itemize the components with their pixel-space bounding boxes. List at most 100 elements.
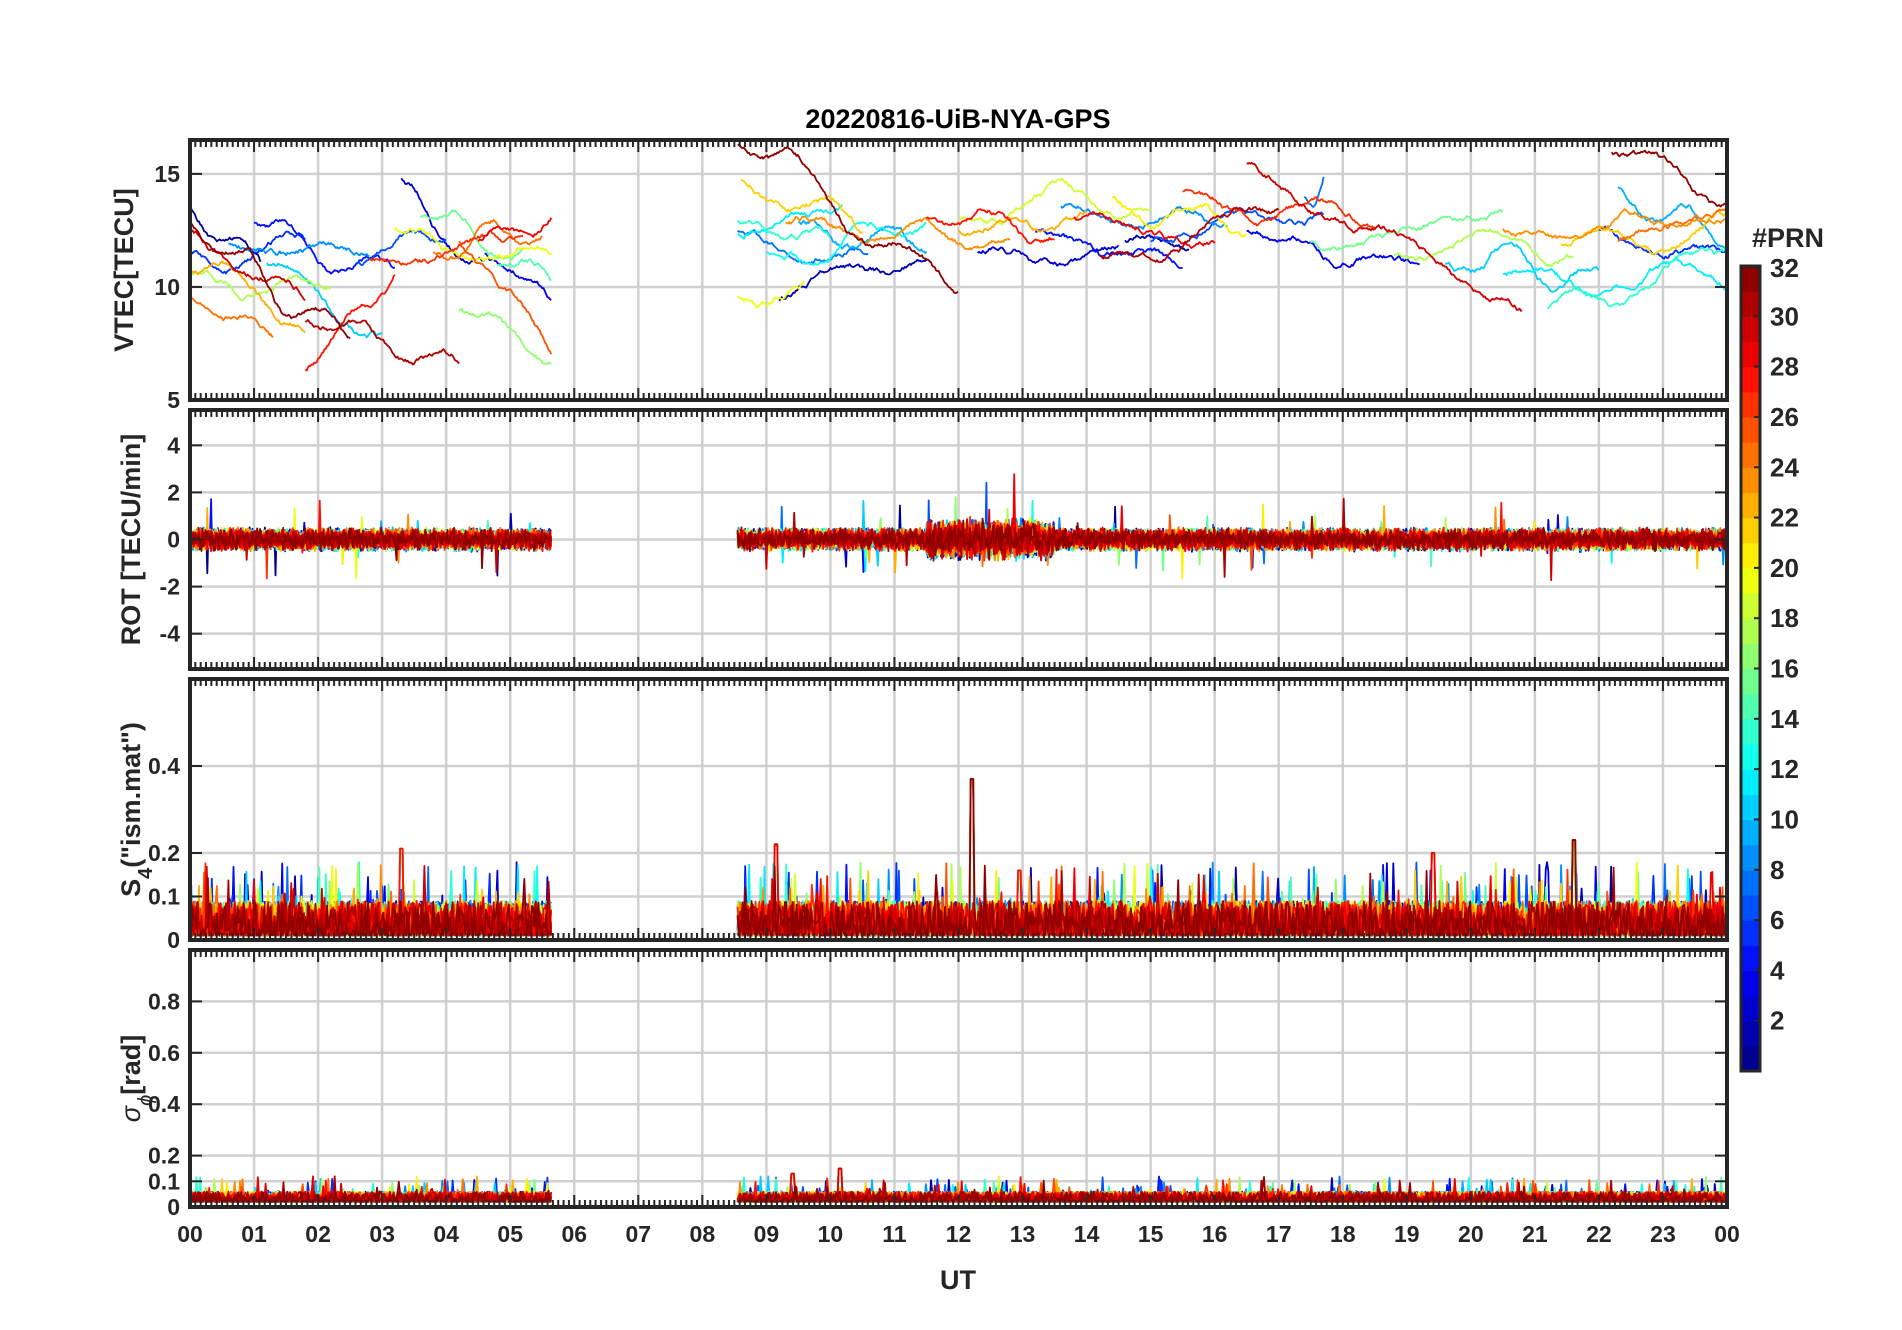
- panel-rot: -4 -2 0 2 4 ROT [TECU/min]: [116, 408, 1729, 671]
- colorbar-swatch: [1741, 844, 1760, 871]
- colorbar-swatch: [1741, 869, 1760, 896]
- colorbar-tick-label: 18: [1770, 603, 1799, 633]
- y-tick-label-sigma_phi: 0.1: [148, 1168, 180, 1194]
- colorbar-swatch: [1741, 492, 1760, 519]
- x-tick-label: 13: [1010, 1221, 1036, 1247]
- colorbar-tick-label: 10: [1770, 804, 1799, 834]
- y-tick-label-vtec: 5: [167, 387, 180, 413]
- colorbar-swatch: [1741, 366, 1760, 393]
- colorbar-swatch: [1741, 467, 1760, 494]
- colorbar-swatch: [1741, 819, 1760, 846]
- x-tick-label: 22: [1586, 1221, 1612, 1247]
- y-tick-label-sigma_phi: 0.4: [148, 1091, 180, 1117]
- series-prn-15-vtec: [496, 258, 552, 282]
- y-tick-label-sigma_phi: 0.6: [148, 1040, 180, 1066]
- x-axis-label: UT: [940, 1265, 976, 1295]
- series-prn-27-vtec: [368, 188, 1376, 266]
- colorbar-swatch: [1741, 718, 1760, 745]
- ticks-rot: [189, 410, 1728, 669]
- colorbar-tick-label: 20: [1770, 553, 1799, 583]
- x-tick-label: 04: [433, 1221, 459, 1247]
- colorbar-tick-label: 4: [1770, 955, 1785, 985]
- y-tick-label-s4: 0: [167, 927, 180, 953]
- x-tick-label: 18: [1330, 1221, 1356, 1247]
- colorbar-swatch: [1741, 316, 1760, 343]
- colorbar-swatch: [1741, 542, 1760, 569]
- colorbar-swatch: [1741, 618, 1760, 644]
- series-prn-19-vtec: [957, 177, 1152, 226]
- series-prn-18-vtec: [190, 228, 1574, 302]
- series-prn-24-vtec: [785, 208, 1727, 251]
- series-prn-4-vtec: [484, 229, 1420, 301]
- colorbar-tick-label: 2: [1770, 1006, 1784, 1036]
- series-prn-12-vtec: [737, 204, 1727, 298]
- x-tick-label: 17: [1266, 1221, 1292, 1247]
- colorbar-swatch: [1741, 945, 1760, 971]
- colorbar-swatch: [1741, 743, 1760, 770]
- colorbar-swatch: [1741, 1020, 1760, 1047]
- colorbar-swatch: [1741, 920, 1760, 946]
- x-tick-label: 23: [1650, 1221, 1676, 1247]
- colorbar-tick-label: 24: [1770, 452, 1799, 482]
- colorbar-swatch: [1741, 266, 1760, 292]
- colorbar-tick-label: 32: [1770, 253, 1799, 283]
- colorbar-swatch: [1741, 517, 1760, 544]
- series-prn-9-vtec: [228, 202, 1229, 257]
- x-tick-label: 01: [241, 1221, 267, 1247]
- colorbar-tick-label: 16: [1770, 654, 1799, 684]
- colorbar-swatch: [1741, 442, 1760, 468]
- colorbar-tick-label: 6: [1770, 905, 1784, 935]
- x-tick-label: 00: [1714, 1221, 1740, 1247]
- colorbar-swatch: [1741, 341, 1760, 368]
- grid-s4: [190, 679, 1727, 940]
- series-prn-11-vtec: [266, 241, 1600, 339]
- x-tick-label: 16: [1202, 1221, 1228, 1247]
- x-tick-label: 03: [369, 1221, 395, 1247]
- colorbar-swatch: [1741, 1045, 1760, 1072]
- series-prn-32-vtec: [190, 143, 1727, 340]
- x-tick-label: 08: [690, 1221, 716, 1247]
- series-prn-32-rot: [190, 517, 1727, 570]
- y-tick-label-rot: 2: [167, 479, 180, 505]
- x-tick-label: 21: [1522, 1221, 1548, 1247]
- panel-sigma_phi: 00.10.2 0.4 0.6 0.8 σϕ[rad] 00 01 02 03 04 05 06 07 0…: [116, 948, 1740, 1247]
- colorbar-swatch: [1741, 643, 1760, 670]
- colorbar-swatch: [1741, 567, 1760, 594]
- y-tick-label-vtec: 15: [154, 161, 180, 187]
- y-tick-label-rot: -4: [160, 621, 181, 647]
- y-axis-label-sigma_phi: σϕ[rad]: [116, 1035, 157, 1122]
- x-tick-label: 00: [177, 1221, 203, 1247]
- colorbar-tick-label: 14: [1770, 704, 1799, 734]
- series-prn-30-vtec: [190, 161, 1523, 312]
- y-tick-label-sigma_phi: 0.8: [148, 988, 180, 1014]
- colorbar-tick-label: 30: [1770, 301, 1799, 331]
- series-prn-20-vtec: [394, 227, 805, 309]
- y-tick-label-rot: 0: [167, 527, 180, 553]
- colorbar-swatch: [1741, 693, 1760, 720]
- x-tick-label: 11: [882, 1221, 907, 1247]
- series-prn-21-vtec: [1111, 196, 1248, 238]
- series-prn-25-vtec: [190, 206, 1727, 338]
- x-tick-label: 15: [1138, 1221, 1164, 1247]
- x-tick-label: 14: [1074, 1221, 1100, 1247]
- y-axis-label-rot: ROT [TECU/min]: [116, 434, 146, 645]
- series-group-rot: [190, 473, 1727, 582]
- series-prn-29-vtec: [477, 211, 1216, 249]
- colorbar-swatch: [1741, 416, 1760, 443]
- y-axis-label-s4: S4("ism.mat"): [116, 722, 157, 897]
- ticks-vtec: [189, 140, 1728, 401]
- x-tick-label: 07: [625, 1221, 651, 1247]
- panel-vtec: 5 10 15 VTEC[TECU]: [109, 138, 1729, 413]
- colorbar-label: #PRN: [1752, 223, 1824, 253]
- x-tick-label: 12: [946, 1221, 972, 1247]
- x-tick-label: 19: [1394, 1221, 1420, 1247]
- x-tick-label: 09: [754, 1221, 780, 1247]
- chart-title: 20220816-UiB-NYA-GPS: [805, 104, 1110, 134]
- colorbar-swatch: [1741, 593, 1760, 619]
- y-tick-label-s4: 0.1: [148, 884, 180, 910]
- colorbar-swatch: [1741, 894, 1760, 921]
- y-tick-label-rot: -2: [160, 574, 180, 600]
- series-prn-17-vtec: [458, 307, 552, 365]
